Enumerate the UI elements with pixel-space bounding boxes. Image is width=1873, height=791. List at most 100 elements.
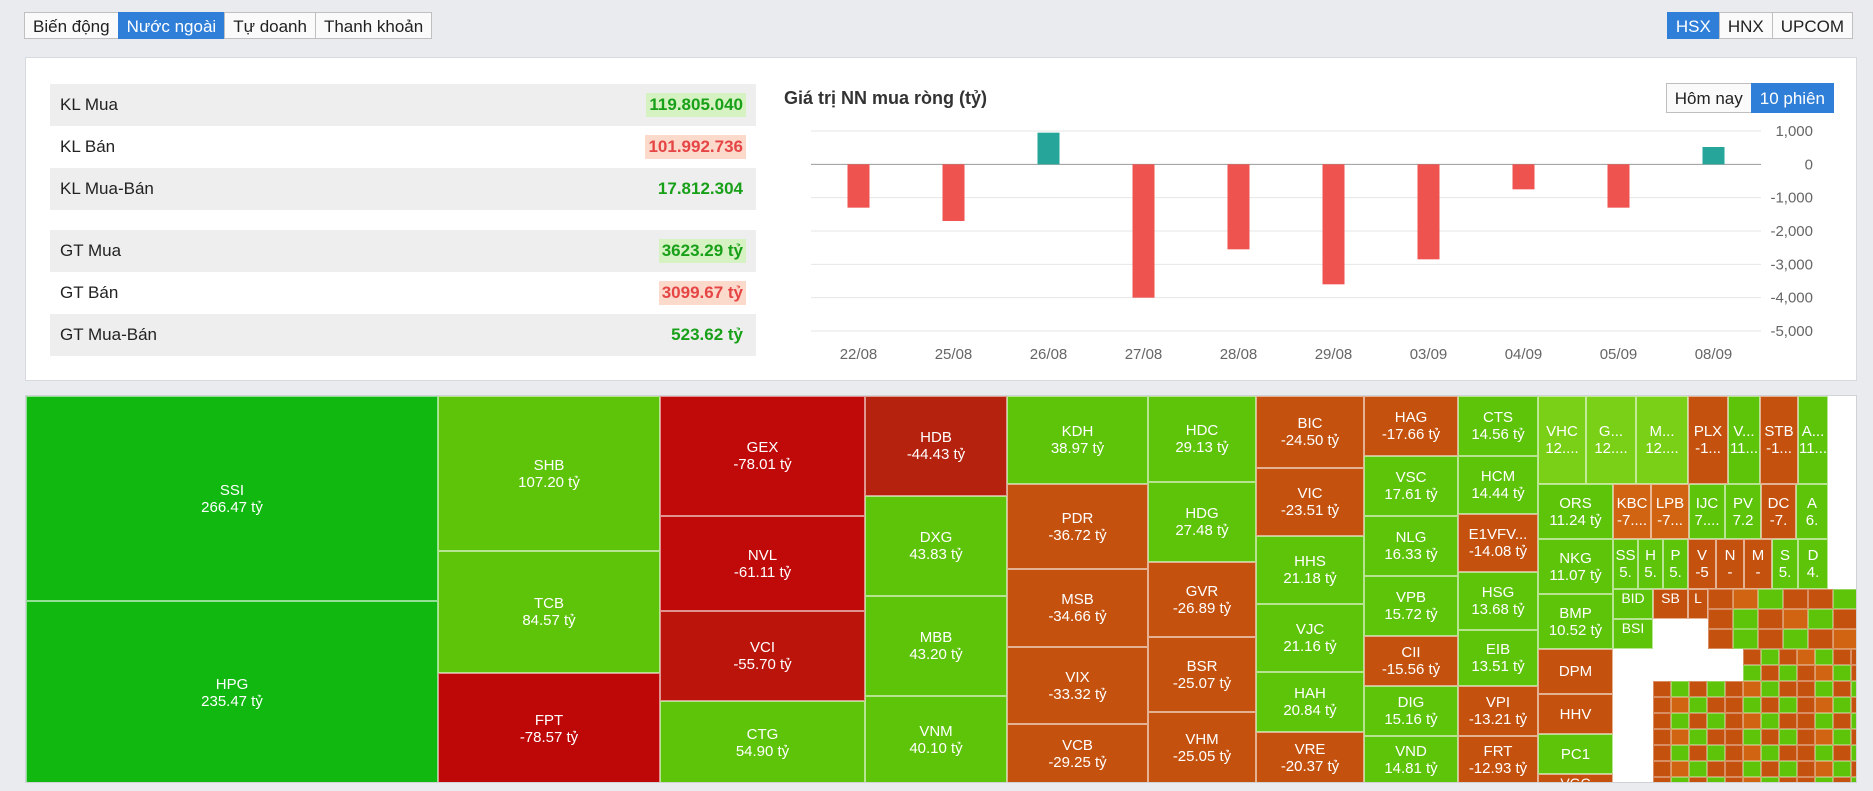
treemap-tile[interactable]: EIB 13.51 tỷ	[1458, 630, 1538, 686]
treemap-mini-tile[interactable]	[1689, 761, 1707, 777]
treemap-mini-tile[interactable]	[1833, 729, 1851, 745]
treemap-tile[interactable]: SB	[1653, 589, 1688, 619]
treemap-tile[interactable]: S 5.	[1772, 539, 1798, 589]
treemap-tile[interactable]: VGC	[1538, 774, 1613, 782]
treemap-tile[interactable]: V -5	[1688, 539, 1716, 589]
treemap-tile[interactable]: VIC -23.51 tỷ	[1256, 468, 1364, 536]
treemap-mini-tile[interactable]	[1815, 729, 1833, 745]
treemap-mini-tile[interactable]	[1779, 665, 1797, 681]
treemap-mini-tile[interactable]	[1833, 697, 1851, 713]
treemap-mini-tile[interactable]	[1851, 745, 1856, 761]
treemap-tile[interactable]: PLX -1...	[1688, 396, 1728, 484]
treemap-tile[interactable]: VPB 15.72 tỷ	[1364, 576, 1458, 636]
treemap-mini-tile[interactable]	[1761, 777, 1779, 782]
treemap-mini-tile[interactable]	[1815, 681, 1833, 697]
treemap-tile[interactable]: STB -1...	[1760, 396, 1798, 484]
treemap-mini-tile[interactable]	[1833, 761, 1851, 777]
treemap-tile[interactable]: PV 7.2	[1725, 484, 1761, 539]
bar-26/08[interactable]	[1037, 132, 1060, 165]
treemap-mini-tile[interactable]	[1725, 745, 1743, 761]
treemap-mini-tile[interactable]	[1689, 713, 1707, 729]
treemap-mini-tile[interactable]	[1779, 729, 1797, 745]
treemap-mini-tile[interactable]	[1743, 649, 1761, 665]
treemap-mini-tile[interactable]	[1797, 777, 1815, 782]
treemap-mini-tile[interactable]	[1783, 589, 1808, 609]
treemap-mini-tile[interactable]	[1761, 697, 1779, 713]
treemap-tile[interactable]: BMP 10.52 tỷ	[1538, 594, 1613, 649]
treemap-tile[interactable]: HDB -44.43 tỷ	[865, 396, 1007, 496]
treemap-mini-tile[interactable]	[1833, 681, 1851, 697]
treemap-tile[interactable]: E1VFV... -14.08 tỷ	[1458, 514, 1538, 572]
treemap-tile[interactable]: NVL -61.11 tỷ	[660, 516, 865, 611]
range-today-button[interactable]: Hôm nay	[1665, 83, 1752, 113]
treemap-mini-tile[interactable]	[1797, 729, 1815, 745]
treemap-tile[interactable]: BSI	[1613, 619, 1653, 649]
treemap-mini-tile[interactable]	[1779, 649, 1797, 665]
treemap-mini-tile[interactable]	[1797, 745, 1815, 761]
treemap-mini-tile[interactable]	[1743, 745, 1761, 761]
treemap-mini-tile[interactable]	[1707, 713, 1725, 729]
treemap-mini-tile[interactable]	[1743, 681, 1761, 697]
treemap-mini-tile[interactable]	[1671, 777, 1689, 782]
treemap-mini-tile[interactable]	[1689, 681, 1707, 697]
treemap-mini-tile[interactable]	[1815, 713, 1833, 729]
treemap-tile[interactable]: BID	[1613, 589, 1653, 619]
treemap-tile[interactable]: VJC 21.16 tỷ	[1256, 604, 1364, 672]
treemap-mini-tile[interactable]	[1743, 729, 1761, 745]
treemap-tile[interactable]: BIC -24.50 tỷ	[1256, 396, 1364, 468]
treemap-mini-tile[interactable]	[1671, 761, 1689, 777]
range-10-sessions-button[interactable]: 10 phiên	[1750, 83, 1834, 113]
treemap-mini-tile[interactable]	[1653, 713, 1671, 729]
treemap-tile[interactable]: CTG 54.90 tỷ	[660, 701, 865, 782]
treemap-mini-tile[interactable]	[1671, 697, 1689, 713]
treemap-mini-tile[interactable]	[1797, 761, 1815, 777]
treemap-mini-tile[interactable]	[1797, 665, 1815, 681]
treemap-mini-tile[interactable]	[1815, 665, 1833, 681]
treemap-mini-tile[interactable]	[1851, 713, 1856, 729]
treemap-mini-tile[interactable]	[1815, 697, 1833, 713]
treemap-mini-tile[interactable]	[1851, 777, 1856, 782]
treemap-mini-tile[interactable]	[1833, 713, 1851, 729]
treemap-mini-tile[interactable]	[1758, 609, 1783, 629]
treemap-tile[interactable]: VHM -25.05 tỷ	[1148, 712, 1256, 782]
treemap-mini-tile[interactable]	[1707, 745, 1725, 761]
treemap-tile[interactable]: HDC 29.13 tỷ	[1148, 396, 1256, 482]
treemap-mini-tile[interactable]	[1851, 761, 1856, 777]
treemap-tile[interactable]: HCM 14.44 tỷ	[1458, 456, 1538, 514]
treemap-mini-tile[interactable]	[1851, 665, 1856, 681]
treemap-mini-tile[interactable]	[1779, 777, 1797, 782]
treemap-mini-tile[interactable]	[1725, 761, 1743, 777]
treemap-mini-tile[interactable]	[1671, 729, 1689, 745]
treemap-tile[interactable]: CII -15.56 tỷ	[1364, 636, 1458, 686]
treemap-mini-tile[interactable]	[1707, 777, 1725, 782]
treemap-mini-tile[interactable]	[1653, 761, 1671, 777]
treemap-mini-tile[interactable]	[1851, 681, 1856, 697]
treemap-mini-tile[interactable]	[1725, 777, 1743, 782]
treemap-tile[interactable]: H 5.	[1638, 539, 1663, 589]
treemap-mini-tile[interactable]	[1833, 649, 1851, 665]
treemap-tile[interactable]: GVR -26.89 tỷ	[1148, 562, 1256, 637]
treemap-mini-tile[interactable]	[1725, 713, 1743, 729]
treemap-tile[interactable]: DXG 43.83 tỷ	[865, 496, 1007, 596]
treemap-mini-tile[interactable]	[1761, 681, 1779, 697]
treemap-mini-tile[interactable]	[1743, 697, 1761, 713]
treemap-mini-tile[interactable]	[1851, 697, 1856, 713]
tab-thanh-khoan[interactable]: Thanh khoản	[314, 12, 433, 39]
treemap-mini-tile[interactable]	[1671, 681, 1689, 697]
treemap-tile[interactable]: MBB 43.20 tỷ	[865, 596, 1007, 696]
treemap-tile[interactable]: A 6.	[1796, 484, 1828, 539]
treemap-tile[interactable]: MSB -34.66 tỷ	[1007, 569, 1148, 647]
treemap-mini-tile[interactable]	[1815, 777, 1833, 782]
treemap-mini-tile[interactable]	[1653, 681, 1671, 697]
treemap-mini-tile[interactable]	[1779, 681, 1797, 697]
treemap-mini-tile[interactable]	[1815, 761, 1833, 777]
treemap-mini-tile[interactable]	[1653, 697, 1671, 713]
treemap-mini-tile[interactable]	[1808, 629, 1833, 649]
treemap-tile[interactable]: ORS 11.24 tỷ	[1538, 484, 1613, 539]
treemap-tile[interactable]: A... 11...	[1798, 396, 1828, 484]
treemap-mini-tile[interactable]	[1758, 629, 1783, 649]
treemap-mini-tile[interactable]	[1653, 729, 1671, 745]
treemap-tile[interactable]: DIG 15.16 tỷ	[1364, 686, 1458, 736]
treemap-mini-tile[interactable]	[1851, 729, 1856, 745]
treemap-mini-tile[interactable]	[1797, 697, 1815, 713]
